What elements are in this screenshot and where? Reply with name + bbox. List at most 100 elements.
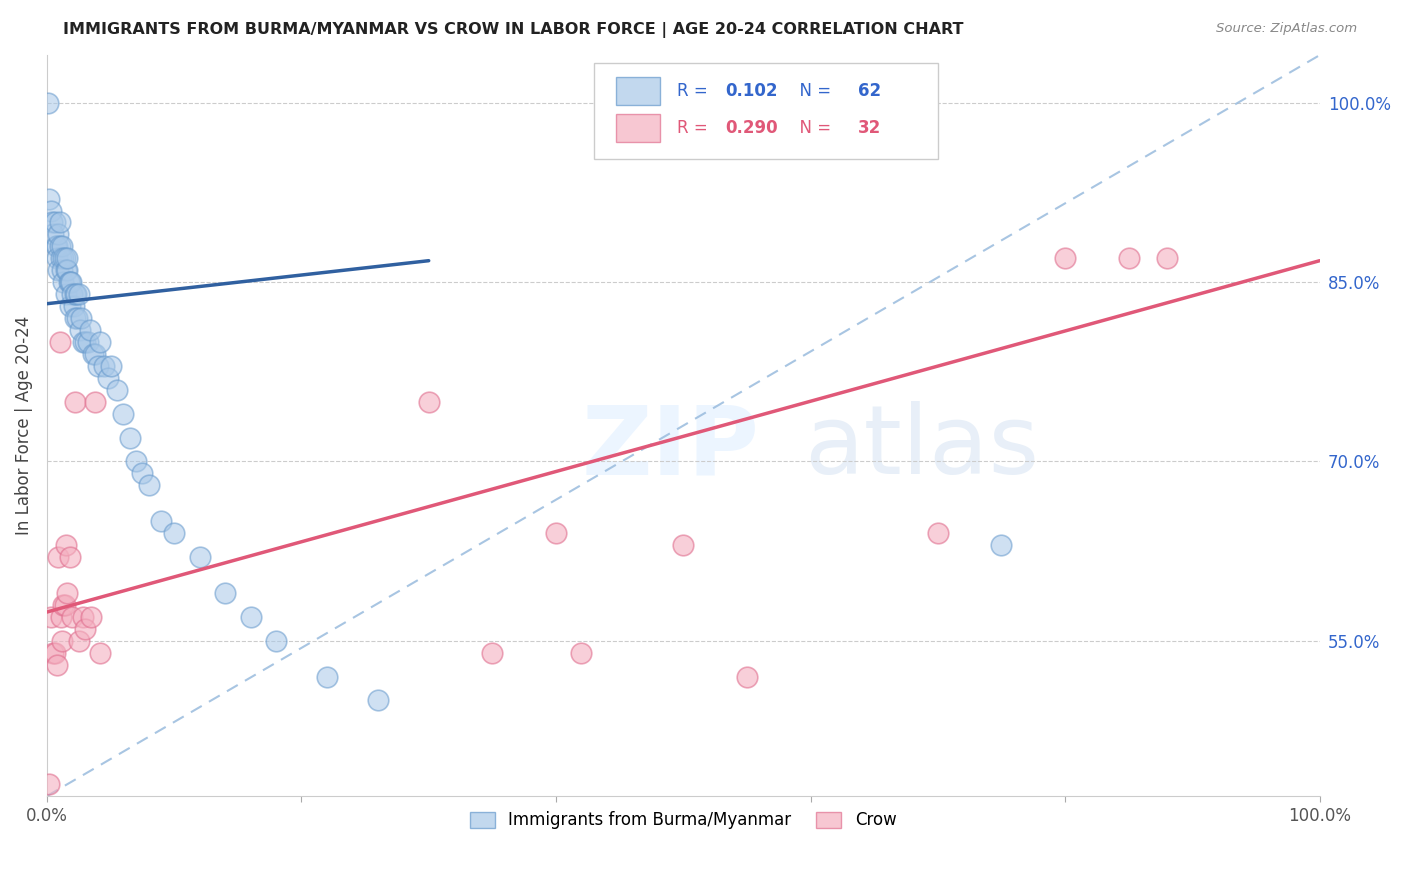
- Point: [239, 610, 262, 624]
- Text: N =: N =: [789, 119, 837, 136]
- Point: [56, 263, 79, 277]
- Point: [49, 252, 72, 266]
- Point: [44, 646, 66, 660]
- Point: [44, 215, 66, 229]
- Point: [150, 514, 173, 528]
- Point: [67, 633, 90, 648]
- Text: R =: R =: [676, 119, 713, 136]
- Point: [46, 227, 69, 242]
- Bar: [616, 77, 661, 104]
- Point: [59, 299, 82, 313]
- Point: [55, 538, 77, 552]
- Point: [46, 263, 69, 277]
- Point: [60, 287, 83, 301]
- Point: [63, 311, 86, 326]
- Point: [72, 610, 94, 624]
- Legend: Immigrants from Burma/Myanmar, Crow: Immigrants from Burma/Myanmar, Crow: [464, 805, 903, 836]
- Point: [100, 359, 122, 373]
- Point: [1054, 252, 1077, 266]
- Point: [214, 586, 236, 600]
- Point: [131, 467, 153, 481]
- Point: [39, 203, 62, 218]
- Point: [1118, 252, 1140, 266]
- Point: [544, 526, 567, 541]
- Text: ZIP: ZIP: [582, 401, 759, 494]
- Point: [46, 239, 69, 253]
- Text: Source: ZipAtlas.com: Source: ZipAtlas.com: [1216, 22, 1357, 36]
- Point: [70, 311, 93, 326]
- Point: [49, 610, 72, 624]
- Point: [59, 550, 82, 565]
- Point: [990, 538, 1012, 552]
- Point: [42, 646, 65, 660]
- Y-axis label: In Labor Force | Age 20-24: In Labor Force | Age 20-24: [15, 316, 32, 535]
- Point: [84, 347, 107, 361]
- Point: [66, 311, 89, 326]
- Point: [48, 215, 70, 229]
- Point: [1156, 252, 1178, 266]
- Point: [118, 431, 141, 445]
- Point: [51, 239, 73, 253]
- Point: [45, 239, 67, 253]
- Point: [93, 359, 115, 373]
- Point: [38, 777, 60, 791]
- Point: [672, 538, 695, 552]
- Point: [79, 323, 101, 337]
- Point: [56, 586, 79, 600]
- Point: [60, 610, 83, 624]
- Point: [51, 263, 73, 277]
- Point: [367, 693, 389, 707]
- Point: [188, 550, 211, 565]
- Point: [163, 526, 186, 541]
- Bar: [616, 113, 661, 142]
- Text: atlas: atlas: [804, 401, 1039, 494]
- Point: [37, 95, 59, 110]
- Point: [84, 394, 107, 409]
- Point: [52, 598, 75, 612]
- Point: [87, 359, 110, 373]
- Point: [138, 478, 160, 492]
- Text: R =: R =: [676, 82, 713, 100]
- Point: [51, 633, 73, 648]
- Point: [481, 646, 503, 660]
- Point: [72, 334, 94, 349]
- Text: 62: 62: [858, 82, 880, 100]
- FancyBboxPatch shape: [595, 62, 938, 159]
- Point: [316, 669, 339, 683]
- Point: [53, 252, 76, 266]
- Point: [46, 550, 69, 565]
- Point: [48, 334, 70, 349]
- Text: 0.290: 0.290: [725, 119, 778, 136]
- Point: [69, 323, 91, 337]
- Point: [41, 215, 63, 229]
- Point: [55, 263, 77, 277]
- Text: 32: 32: [858, 119, 882, 136]
- Point: [105, 383, 128, 397]
- Point: [39, 610, 62, 624]
- Point: [264, 633, 287, 648]
- Text: 0.102: 0.102: [725, 82, 778, 100]
- Point: [97, 371, 120, 385]
- Point: [63, 394, 86, 409]
- Text: IMMIGRANTS FROM BURMA/MYANMAR VS CROW IN LABOR FORCE | AGE 20-24 CORRELATION CHA: IMMIGRANTS FROM BURMA/MYANMAR VS CROW IN…: [63, 22, 963, 38]
- Point: [46, 657, 69, 672]
- Point: [48, 239, 70, 253]
- Point: [418, 394, 440, 409]
- Point: [927, 526, 949, 541]
- Point: [75, 622, 97, 636]
- Point: [571, 646, 593, 660]
- Point: [63, 287, 86, 301]
- Text: N =: N =: [789, 82, 837, 100]
- Point: [55, 287, 77, 301]
- Point: [125, 454, 148, 468]
- Point: [52, 252, 75, 266]
- Point: [38, 192, 60, 206]
- Point: [112, 407, 135, 421]
- Point: [62, 299, 84, 313]
- Point: [60, 275, 83, 289]
- Point: [76, 334, 98, 349]
- Point: [65, 287, 87, 301]
- Point: [58, 275, 80, 289]
- Point: [42, 227, 65, 242]
- Point: [46, 252, 69, 266]
